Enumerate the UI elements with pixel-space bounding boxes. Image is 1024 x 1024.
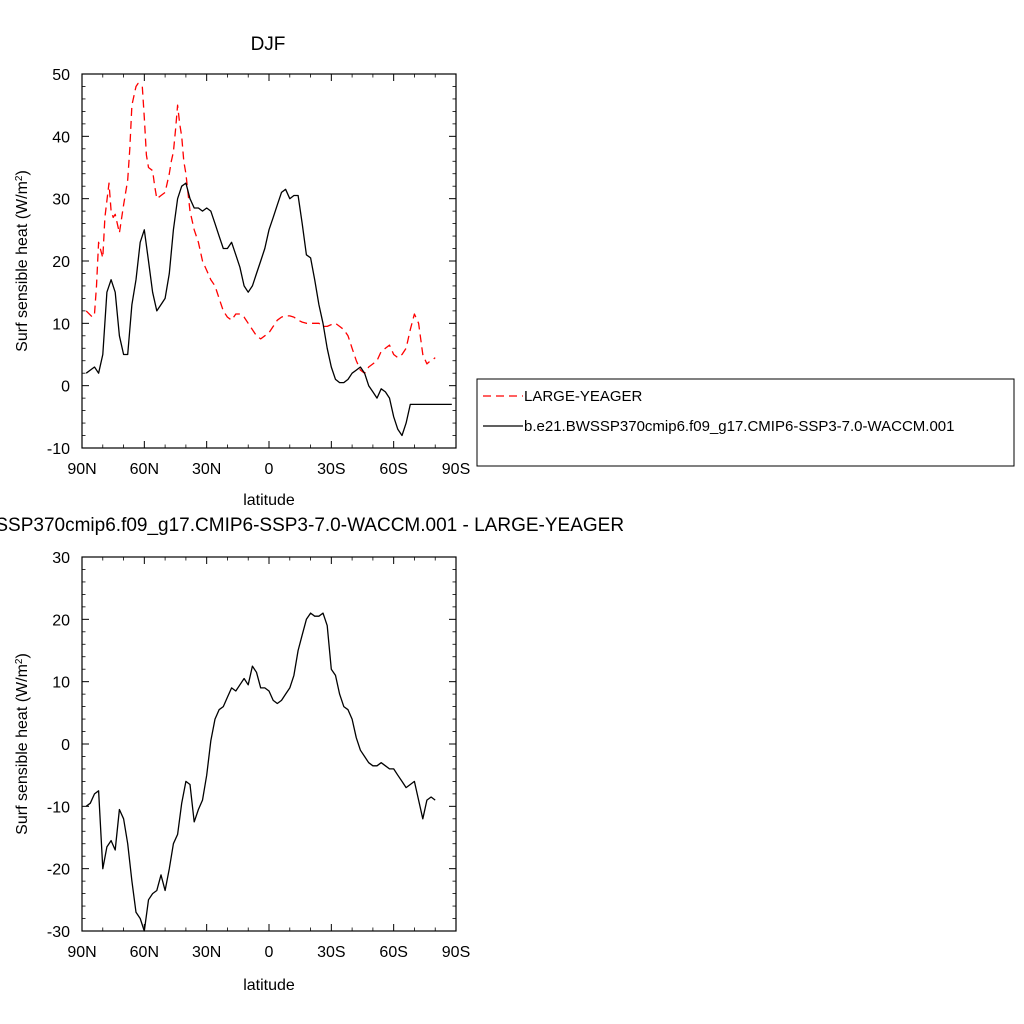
top-y-tick-label: 50 (52, 67, 70, 84)
top-y-axis-title: Surf sensible heat (W/m2) (14, 170, 32, 352)
top-x-tick-label: 60N (130, 461, 159, 478)
bottom-ticks (81, 556, 457, 932)
top-series-line-0 (85, 82, 436, 374)
top-x-tick-label: 30S (317, 461, 345, 478)
bottom-x-tick-label: 60N (130, 944, 159, 961)
top-x-tick-label: 60S (379, 461, 407, 478)
bottom-y-tick-label: -30 (47, 924, 70, 941)
legend-label-large-yeager: LARGE-YEAGER (524, 388, 643, 405)
top-y-tick-label: 10 (52, 316, 70, 333)
top-x-tick-label: 90S (442, 461, 470, 478)
top-panel: DJF -10 0 10 20 30 40 50 90N 60N 30N 0 30S 60S 90S l… (14, 34, 471, 509)
bottom-x-tick-labels: 90N 60N 30N 0 30S 60S 90S (67, 944, 470, 961)
bottom-y-tick-label: -10 (47, 799, 70, 816)
bottom-x-tick-label: 90N (67, 944, 96, 961)
top-series (85, 82, 452, 437)
top-x-tick-label: 0 (265, 461, 274, 478)
legend: LARGE-YEAGER b.e21.BWSSP370cmip6.f09_g17… (476, 378, 1015, 467)
top-x-tick-label: 90N (67, 461, 96, 478)
bottom-x-tick-label: 60S (379, 944, 407, 961)
bottom-x-axis-title: latitude (243, 977, 295, 994)
bottom-y-tick-label: -20 (47, 862, 70, 879)
top-y-tick-label: 0 (61, 379, 70, 396)
bottom-y-axis-title-sup: 2 (14, 658, 25, 664)
bottom-x-tick-label: 90S (442, 944, 470, 961)
legend-label-waccm: b.e21.BWSSP370cmip6.f09_g17.CMIP6-SSP3-7… (524, 418, 954, 435)
top-y-tick-label: 40 (52, 129, 70, 146)
bottom-series-line-0 (85, 612, 436, 932)
top-ticks (81, 73, 457, 449)
top-y-tick-label: 20 (52, 254, 70, 271)
top-y-tick-labels: -10 0 10 20 30 40 50 (47, 67, 70, 458)
top-x-tick-labels: 90N 60N 30N 0 30S 60S 90S (67, 461, 470, 478)
top-y-tick-label: 30 (52, 192, 70, 209)
top-series-line-1 (85, 182, 452, 437)
top-plot-title: DJF (251, 34, 286, 55)
bottom-y-tick-label: 0 (61, 737, 70, 754)
bottom-y-tick-label: 30 (52, 550, 70, 567)
bottom-y-axis-title: Surf sensible heat (W/m2) (14, 653, 32, 835)
top-x-axis-title: latitude (243, 492, 295, 509)
legend-box (476, 378, 1015, 467)
bottom-plot-title: b.e21.BWSSP370cmip6.f09_g17.CMIP6-SSP3-7… (0, 515, 624, 536)
bottom-x-tick-label: 30S (317, 944, 345, 961)
bottom-x-tick-label: 30N (192, 944, 221, 961)
top-x-tick-label: 30N (192, 461, 221, 478)
bottom-y-tick-labels: -30 -20 -10 0 10 20 30 (47, 550, 70, 941)
bottom-y-tick-label: 10 (52, 675, 70, 692)
bottom-y-tick-label: 20 (52, 612, 70, 629)
top-y-axis-title-sup: 2 (14, 175, 25, 181)
top-y-tick-label: -10 (47, 441, 70, 458)
bottom-plot-frame (81, 556, 457, 932)
bottom-series (85, 612, 436, 932)
bottom-y-axis-title-end: ) (14, 653, 31, 658)
top-y-axis-title-main: Surf sensible heat (W/m (14, 181, 31, 352)
bottom-panel: b.e21.BWSSP370cmip6.f09_g17.CMIP6-SSP3-7… (0, 515, 624, 994)
bottom-x-tick-label: 0 (265, 944, 274, 961)
top-y-axis-title-end: ) (14, 170, 31, 175)
bottom-y-axis-title-main: Surf sensible heat (W/m (14, 664, 31, 835)
